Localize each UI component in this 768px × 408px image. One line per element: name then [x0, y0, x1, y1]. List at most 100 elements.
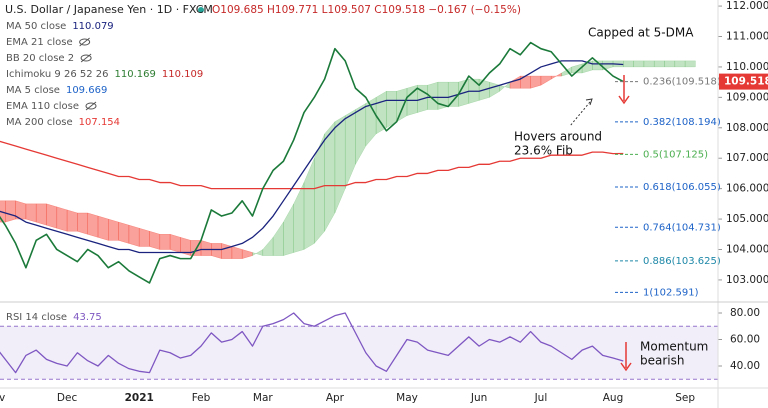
- x-tick-label: Jul: [534, 392, 548, 404]
- legend-bg: [3, 51, 96, 65]
- price-tag-bg: [719, 73, 768, 90]
- ichimoku-cloud: [169, 233, 181, 253]
- market-dot: [198, 7, 204, 13]
- ichimoku-cloud: [200, 240, 212, 256]
- ichimoku-cloud: [324, 121, 336, 233]
- legend-label: EMA 110 close: [6, 101, 79, 112]
- legend-bg: [3, 35, 94, 49]
- ichimoku-cloud: [293, 182, 305, 253]
- annotation-arrow: [569, 101, 591, 127]
- legend-eye-icon: [79, 37, 91, 47]
- y-tick-label: 40.00: [730, 360, 760, 372]
- price-tag: 109.518: [719, 73, 768, 90]
- ichimoku-cloud: [664, 60, 676, 68]
- legend-label: Ichimoku 9 26 52 26: [6, 69, 109, 80]
- rsi-band: [0, 326, 718, 380]
- ichimoku-cloud: [283, 202, 294, 256]
- legend-label: RSI 14 close: [6, 312, 67, 323]
- legend-label: MA 5 close: [6, 85, 60, 96]
- ichimoku-cloud: [355, 103, 367, 166]
- ichimoku-cloud: [262, 236, 274, 256]
- fib-label: 0.886(103.625): [643, 256, 721, 267]
- y-tick-label: 111.000: [726, 31, 768, 43]
- ichimoku-cloud: [97, 215, 109, 241]
- y-tick-label: 112.000: [726, 0, 768, 12]
- legend-bg: [3, 83, 115, 97]
- ichimoku-cloud: [108, 218, 119, 241]
- legend-bg: [3, 19, 121, 33]
- legend-eye-icon: [85, 101, 97, 111]
- y-tick-label: 105.000: [726, 213, 768, 225]
- ichimoku-cloud: [674, 60, 686, 68]
- ichimoku-cloud: [375, 90, 387, 135]
- ichimoku-cloud: [571, 63, 583, 74]
- y-tick-label: 103.000: [726, 274, 768, 286]
- ichimoku-cloud: [540, 75, 552, 86]
- fib-label: 0.618(106.055): [643, 182, 721, 193]
- legend-value: 110.109: [162, 69, 203, 80]
- series-line: [0, 312, 624, 374]
- y-tick-label: 60.00: [730, 334, 760, 346]
- ichimoku-cloud: [334, 115, 346, 214]
- ichimoku-cloud: [643, 60, 655, 68]
- ichimoku-cloud: [396, 87, 408, 123]
- bearish-arrow-head: [618, 95, 630, 105]
- legend: MA 50 close 110.079 EMA 21 close BB 20 clos…: [3, 19, 211, 323]
- ichimoku-cloud: [138, 227, 150, 247]
- fib-label: 0.764(104.731): [643, 222, 721, 233]
- legend-value: 43.75: [73, 312, 102, 323]
- eye: [85, 102, 97, 110]
- ichimoku-cloud: [344, 109, 356, 189]
- eye: [80, 54, 92, 62]
- ichimoku-cloud: [592, 60, 603, 71]
- y-tick-label: 80.00: [730, 307, 760, 319]
- ichimoku-cloud: [46, 203, 58, 229]
- ichimoku-cloud: [314, 133, 325, 245]
- ichimoku-cloud: [87, 212, 99, 238]
- y-tick-label: 110.000: [726, 61, 768, 73]
- ichimoku-cloud: [272, 221, 284, 256]
- series-line: [0, 60, 624, 254]
- series-line: [0, 140, 624, 190]
- ichimoku-cloud: [684, 60, 696, 68]
- legend-label: MA 50 close: [6, 21, 66, 32]
- annotation: Momentum: [640, 340, 708, 354]
- ichimoku-cloud: [56, 206, 68, 232]
- eye: [79, 38, 91, 46]
- ichimoku-cloud: [530, 75, 542, 89]
- ichimoku-cloud: [128, 224, 140, 247]
- price-tag-label: 109.518: [724, 76, 768, 88]
- legend-label: EMA 21 close: [6, 37, 73, 48]
- ichimoku-cloud: [118, 221, 130, 244]
- ohlc: O109.685 H109.771 L109.507 C109.518 −0.1…: [212, 4, 521, 16]
- y-tick-label: 106.000: [726, 183, 768, 195]
- annotation: Capped at 5-DMA: [588, 26, 694, 40]
- legend-eye-icon: [80, 53, 92, 63]
- x-tick-label: Apr: [326, 392, 345, 404]
- legend-bg: [3, 67, 211, 81]
- x-tick-label: May: [396, 392, 418, 404]
- ichimoku-cloud: [489, 81, 500, 98]
- ichimoku-cloud: [447, 81, 459, 107]
- ichimoku-cloud: [77, 212, 88, 235]
- ichimoku-cloud: [66, 209, 78, 232]
- legend-value: 107.154: [79, 117, 120, 128]
- ichimoku-cloud: [427, 81, 439, 110]
- ichimoku-cloud: [550, 72, 562, 80]
- legend-bg: [3, 115, 128, 129]
- bearish-arrow-head: [620, 362, 632, 372]
- ichimoku-cloud: [211, 243, 222, 259]
- x-tick-label: Feb: [192, 392, 211, 404]
- x-tick-label: Jun: [470, 392, 487, 404]
- x-tick-label: Aug: [603, 392, 624, 404]
- ichimoku-cloud: [252, 249, 264, 257]
- y-tick-label: 107.000: [726, 152, 768, 164]
- ichimoku-cloud: [623, 60, 634, 68]
- annotation: bearish: [640, 354, 684, 368]
- x-tick-label: Nov: [0, 392, 5, 404]
- legend-value: 110.079: [72, 21, 113, 32]
- chart-title: U.S. Dollar / Japanese Yen · 1D · FXCM: [5, 3, 213, 16]
- x-tick-label: Mar: [253, 392, 273, 404]
